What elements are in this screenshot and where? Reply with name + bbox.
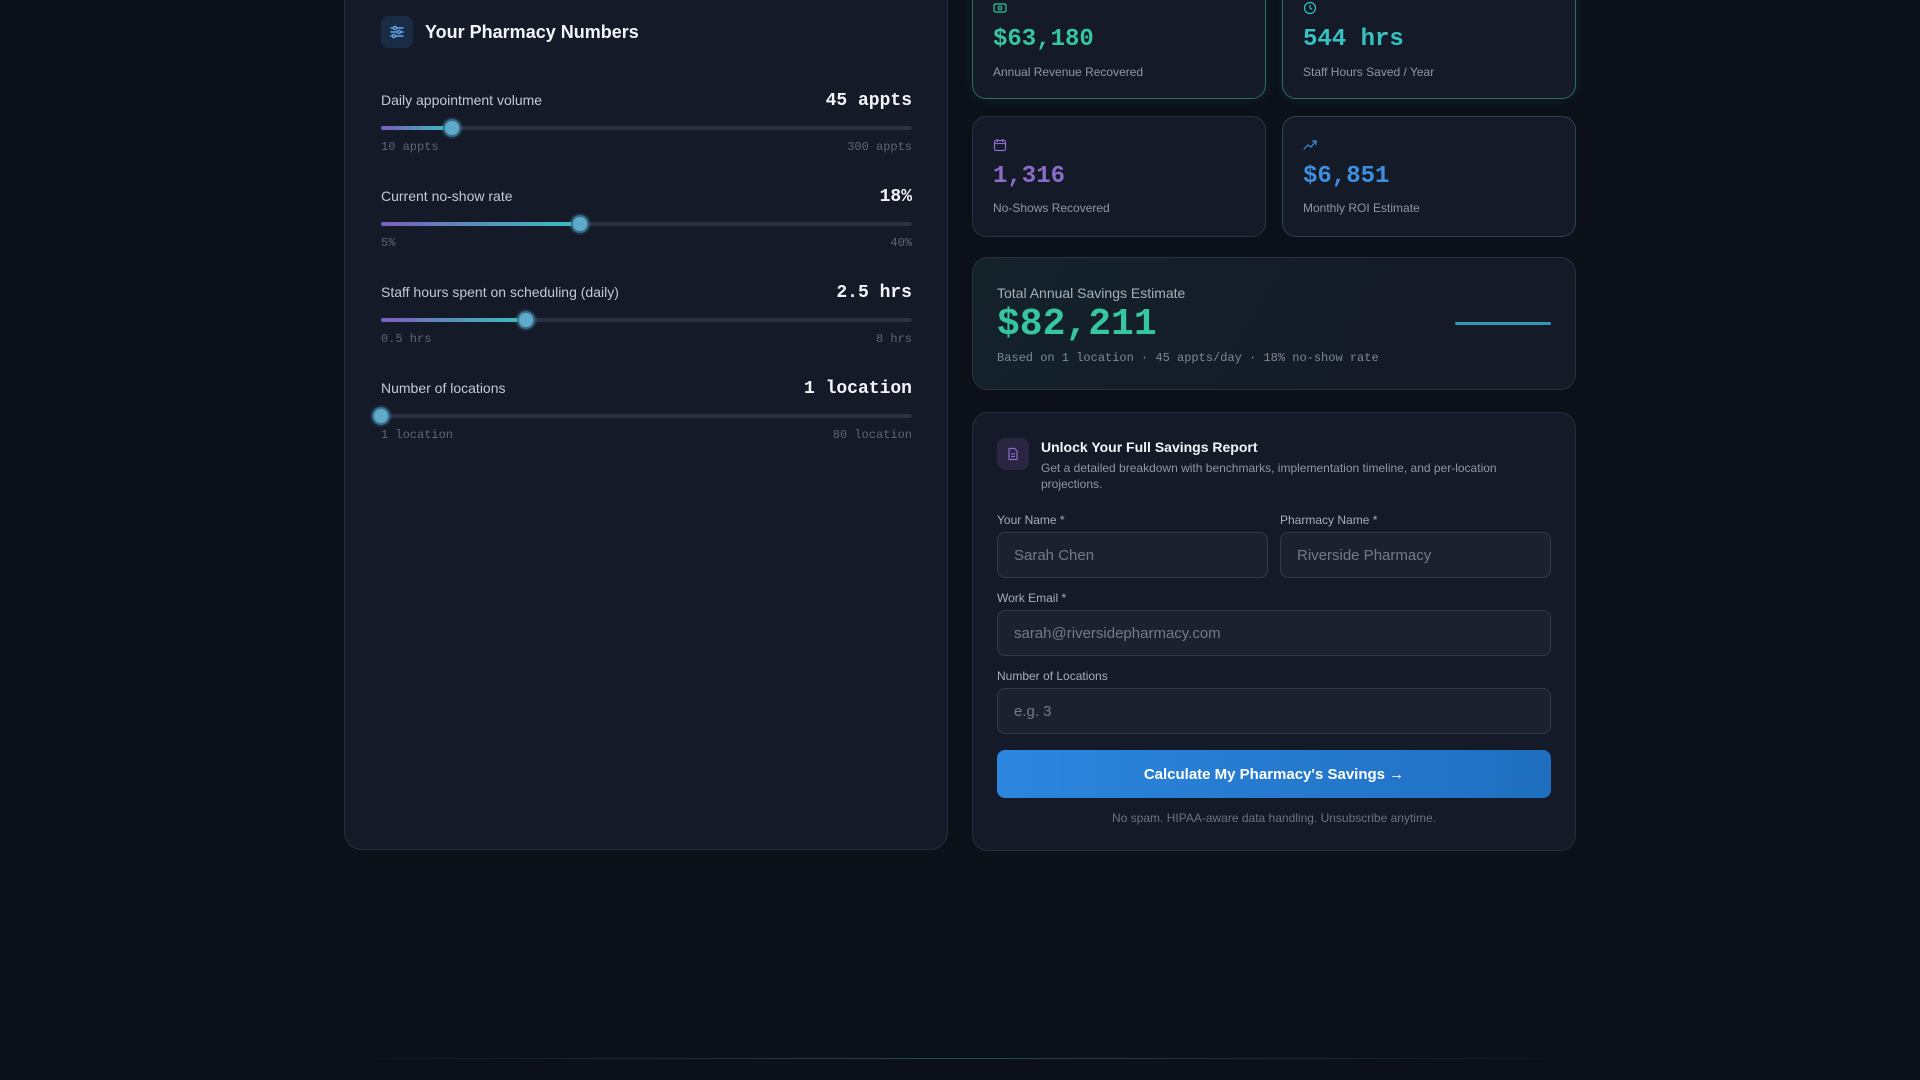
slider-max-label: 40%: [890, 236, 912, 250]
slider-label: Daily appointment volume: [381, 92, 543, 108]
slider-thumb[interactable]: [570, 215, 589, 233]
total-savings-value: $82,211: [997, 303, 1157, 346]
locations-slider: Number of locations 1 location 1 locatio…: [372, 379, 912, 442]
slider-value: 1 location: [803, 379, 912, 399]
no-show-rate-slider: Current no-show rate 18% 5% 40%: [381, 187, 912, 250]
slider-thumb[interactable]: [443, 119, 462, 137]
slider-label: Staff hours spent on scheduling (daily): [381, 284, 619, 300]
slider-value: 2.5 hrs: [836, 283, 912, 303]
hours-value: 544 hrs: [1303, 26, 1404, 53]
total-savings-accent-bar: [1455, 322, 1551, 325]
pharmacy-name-field[interactable]: [1280, 532, 1551, 578]
name-field[interactable]: [997, 532, 1268, 578]
hours-stat-card: 544 hrs Staff Hours Saved / Year: [1282, 0, 1576, 99]
form-description: Get a detailed breakdown with benchmarks…: [1041, 461, 1497, 491]
slider-track[interactable]: [381, 311, 912, 329]
slider-thumb[interactable]: [517, 311, 536, 329]
slider-track[interactable]: [381, 119, 912, 137]
slider-max-label: 8 hrs: [875, 332, 912, 346]
calculate-savings-button[interactable]: Calculate My Pharmacy's Savings →: [997, 750, 1551, 798]
slider-value: 18%: [879, 187, 912, 207]
revenue-stat-card: $63,180 Annual Revenue Recovered: [972, 0, 1266, 99]
appointment-volume-slider: Daily appointment volume 45 appts 10 app…: [381, 91, 912, 154]
slider-thumb[interactable]: [372, 407, 390, 425]
inputs-panel: Your Pharmacy Numbers Daily appointment …: [344, 0, 948, 850]
savings-report-form: Unlock Your Full Savings Report Get a de…: [972, 412, 1576, 851]
roi-value: $6,851: [1303, 163, 1390, 190]
sliders-icon: [381, 16, 413, 48]
slider-max-label: 300 appts: [847, 140, 912, 154]
total-savings-card: Total Annual Savings Estimate $82,211 Ba…: [972, 257, 1576, 390]
locations-field-label: Number of Locations: [997, 669, 1108, 683]
staff-hours-slider: Staff hours spent on scheduling (daily) …: [381, 283, 912, 346]
document-icon: [997, 438, 1029, 470]
slider-track[interactable]: [381, 215, 912, 233]
form-footnote: No spam. HIPAA-aware data handling. Unsu…: [1112, 811, 1436, 825]
inputs-panel-title: Your Pharmacy Numbers: [425, 21, 639, 42]
revenue-label: Annual Revenue Recovered: [993, 65, 1144, 79]
form-title: Unlock Your Full Savings Report: [1041, 439, 1258, 455]
slider-value: 45 appts: [825, 91, 912, 111]
email-field-label: Work Email *: [997, 591, 1067, 605]
calendar-icon: [993, 138, 1007, 157]
slider-min-label: 0.5 hrs: [381, 332, 432, 346]
slider-fill: [381, 126, 453, 130]
roi-stat-card: $6,851 Monthly ROI Estimate: [1282, 116, 1576, 237]
slider-fill: [381, 222, 580, 226]
roi-label: Monthly ROI Estimate: [1303, 201, 1420, 215]
slider-min-label: 5%: [381, 236, 396, 250]
hours-label: Staff Hours Saved / Year: [1303, 65, 1435, 79]
slider-label: Current no-show rate: [381, 188, 513, 204]
trending-up-icon: [1303, 138, 1317, 157]
locations-field[interactable]: [997, 688, 1551, 734]
name-field-label: Your Name *: [997, 513, 1065, 527]
slider-min-label: 10 appts: [381, 140, 439, 154]
pharmacy-field-label: Pharmacy Name *: [1280, 513, 1378, 527]
noshows-label: No-Shows Recovered: [993, 201, 1110, 215]
email-field[interactable]: [997, 610, 1551, 656]
revenue-value: $63,180: [993, 26, 1094, 53]
bottom-divider: [344, 1058, 1576, 1059]
slider-max-label: 80 location: [832, 428, 912, 442]
slider-min-label: 1 location: [381, 428, 454, 442]
noshows-value: 1,316: [993, 163, 1066, 190]
slider-fill: [381, 318, 527, 322]
slider-label: Number of locations: [381, 380, 506, 396]
noshows-stat-card: 1,316 No-Shows Recovered: [972, 116, 1266, 237]
total-savings-label: Total Annual Savings Estimate: [997, 285, 1186, 301]
total-savings-subtext: Based on 1 location · 45 appts/day · 18%…: [997, 351, 1379, 365]
inputs-panel-header: Your Pharmacy Numbers: [381, 16, 639, 48]
slider-track[interactable]: [372, 407, 912, 425]
clock-icon: [1303, 1, 1317, 20]
cash-icon: [993, 1, 1007, 20]
